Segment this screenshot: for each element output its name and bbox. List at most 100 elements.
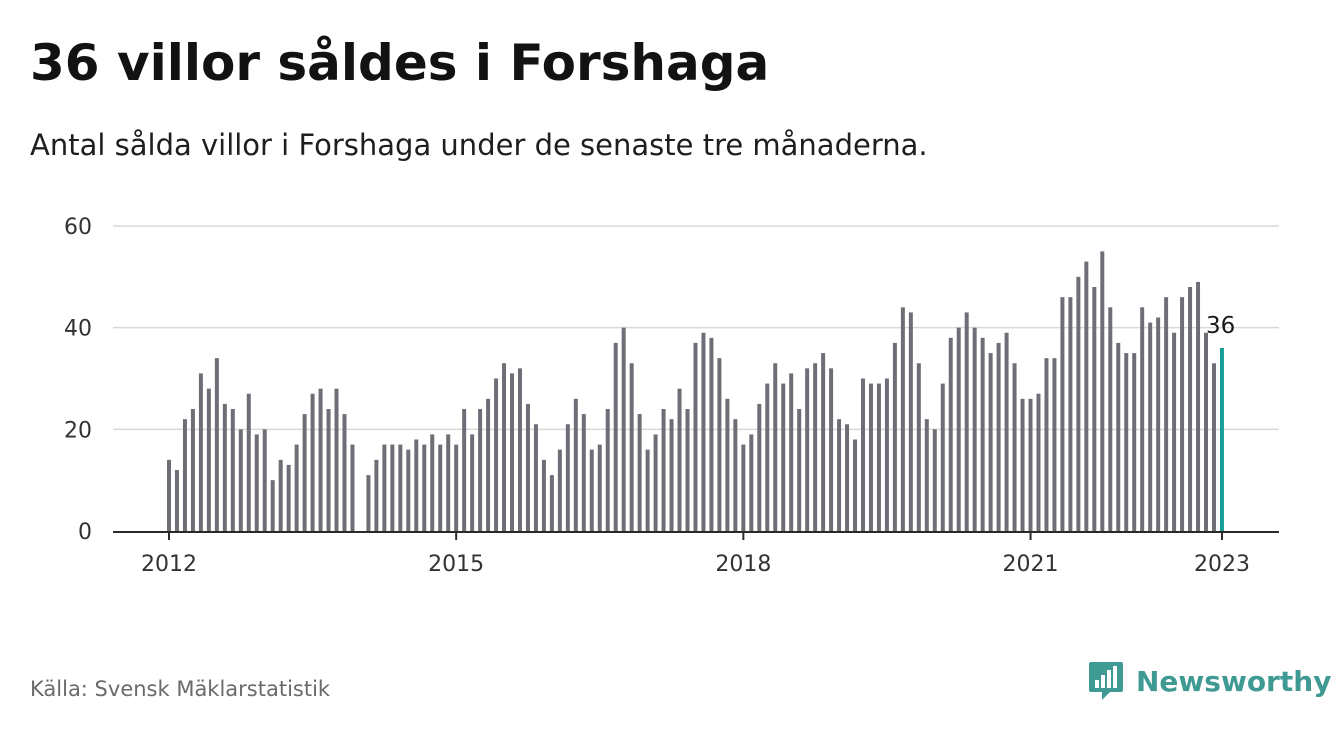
bar bbox=[940, 383, 945, 531]
bar-layer bbox=[167, 251, 1224, 531]
y-tick-label: 60 bbox=[64, 215, 92, 240]
bar bbox=[254, 434, 259, 531]
bar bbox=[1052, 358, 1057, 531]
bar bbox=[876, 383, 881, 531]
bar bbox=[334, 388, 339, 531]
bar bbox=[302, 414, 307, 531]
bar bbox=[174, 470, 179, 531]
bar bbox=[238, 429, 243, 531]
bar bbox=[541, 459, 546, 531]
bar bbox=[677, 388, 682, 531]
bar bbox=[932, 429, 937, 531]
bar bbox=[414, 439, 419, 531]
bar bbox=[1036, 393, 1041, 531]
bar bbox=[908, 312, 913, 531]
bar bbox=[350, 444, 355, 531]
bar bbox=[980, 337, 985, 531]
bar bbox=[454, 444, 459, 531]
bar bbox=[789, 373, 794, 531]
bar bbox=[996, 342, 1001, 531]
bar bbox=[446, 434, 451, 531]
bar bbox=[892, 342, 897, 531]
bar bbox=[470, 434, 475, 531]
bar bbox=[422, 444, 427, 531]
bar bbox=[565, 424, 570, 531]
bar bbox=[821, 353, 826, 531]
bar bbox=[262, 429, 267, 531]
x-tick-label: 2015 bbox=[428, 552, 484, 577]
bar bbox=[781, 383, 786, 531]
bar bbox=[374, 459, 379, 531]
bar bbox=[1116, 342, 1121, 531]
bar bbox=[956, 327, 961, 531]
bar bbox=[167, 459, 171, 531]
bar bbox=[390, 444, 395, 531]
newsworthy-logo-icon bbox=[1089, 662, 1123, 700]
bar bbox=[533, 424, 538, 531]
bar bbox=[310, 393, 315, 531]
bar bbox=[1060, 297, 1065, 531]
bar bbox=[749, 434, 754, 531]
bar bbox=[988, 353, 993, 531]
bar bbox=[1100, 251, 1105, 531]
bar bbox=[214, 358, 219, 531]
bar bbox=[653, 434, 658, 531]
bar bbox=[525, 403, 530, 531]
bar bbox=[916, 363, 921, 531]
bar bbox=[294, 444, 299, 531]
bar bbox=[1124, 353, 1129, 531]
bar bbox=[1180, 297, 1185, 531]
bar bbox=[853, 439, 858, 531]
bar bbox=[845, 424, 850, 531]
bar bbox=[382, 444, 387, 531]
bar-highlight bbox=[1219, 348, 1224, 531]
bar bbox=[1204, 332, 1209, 531]
bar bbox=[813, 363, 818, 531]
bar bbox=[246, 393, 251, 531]
bar bbox=[190, 409, 195, 531]
bar bbox=[198, 373, 203, 531]
bar bbox=[206, 388, 211, 531]
axis-layer: 0 20 40 60 36 2012 2015 2018 2021 2023 bbox=[64, 215, 1279, 577]
bar bbox=[685, 409, 690, 531]
bar bbox=[733, 419, 738, 531]
bar bbox=[1172, 332, 1177, 531]
bar bbox=[1108, 307, 1113, 531]
bar bbox=[494, 378, 499, 531]
bar bbox=[900, 307, 905, 531]
bar bbox=[581, 414, 586, 531]
bar bbox=[1140, 307, 1145, 531]
bar bbox=[486, 398, 491, 531]
bar bbox=[462, 409, 467, 531]
bar bbox=[1132, 353, 1137, 531]
y-tick-label: 20 bbox=[64, 418, 92, 443]
bar-annotation: 36 bbox=[1206, 313, 1235, 339]
bar bbox=[884, 378, 889, 531]
bar bbox=[182, 419, 187, 531]
bar bbox=[478, 409, 483, 531]
bar bbox=[1004, 332, 1009, 531]
bar bbox=[549, 475, 554, 531]
bar bbox=[318, 388, 323, 531]
bar bbox=[406, 449, 411, 531]
chart-title: 36 villor såldes i Forshaga bbox=[30, 34, 770, 92]
bar bbox=[621, 327, 626, 531]
bar bbox=[1068, 297, 1073, 531]
chart-subtitle: Antal sålda villor i Forshaga under de s… bbox=[30, 128, 928, 162]
bar bbox=[773, 363, 778, 531]
bar bbox=[222, 403, 227, 531]
bar bbox=[366, 475, 371, 531]
bar bbox=[629, 363, 634, 531]
brand-logo[interactable]: Newsworthy bbox=[1088, 660, 1331, 702]
bar bbox=[868, 383, 873, 531]
bar bbox=[1164, 297, 1169, 531]
bar bbox=[557, 449, 562, 531]
bar bbox=[270, 480, 275, 531]
bar bbox=[517, 368, 522, 531]
bar bbox=[1196, 281, 1201, 531]
y-tick-label: 0 bbox=[78, 520, 92, 545]
bar bbox=[573, 398, 578, 531]
source-note: Källa: Svensk Mäklarstatistik bbox=[30, 677, 331, 701]
bar bbox=[597, 444, 602, 531]
bar bbox=[589, 449, 594, 531]
